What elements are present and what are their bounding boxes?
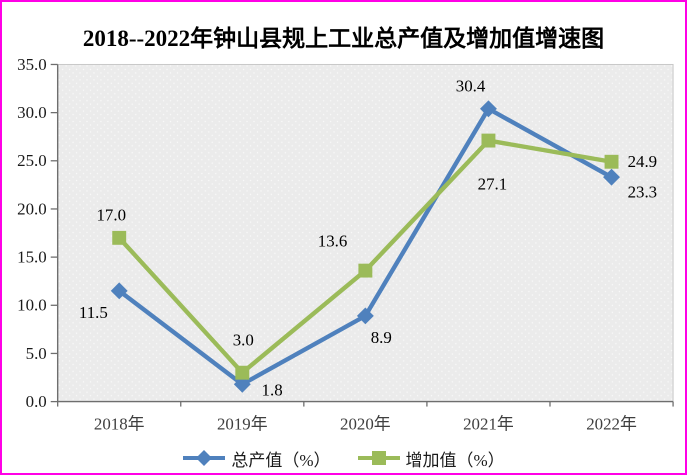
y-tick-label: 0.0 bbox=[26, 392, 47, 411]
x-axis-label: 2021年 bbox=[463, 414, 514, 433]
x-axis-label: 2018年 bbox=[94, 414, 145, 433]
diamond-marker-icon bbox=[183, 450, 226, 466]
data-point-label: 8.9 bbox=[371, 328, 392, 347]
data-point-label: 27.1 bbox=[478, 175, 508, 194]
legend: 总产值（%） 增加值（%） bbox=[2, 445, 685, 471]
y-tick-label: 35.0 bbox=[17, 55, 47, 74]
y-tick-label: 5.0 bbox=[26, 344, 47, 363]
data-point-label: 17.0 bbox=[96, 206, 126, 225]
legend-label-total-output: 总产值（%） bbox=[231, 450, 331, 470]
data-point-marker bbox=[235, 365, 250, 380]
data-point-marker bbox=[480, 100, 497, 118]
data-point-label: 3.0 bbox=[233, 330, 254, 349]
data-point-label: 23.3 bbox=[628, 183, 658, 202]
y-tick-label: 30.0 bbox=[17, 103, 47, 122]
y-tick-label: 20.0 bbox=[17, 199, 47, 218]
legend-item-total-output: 总产值（%） bbox=[182, 446, 331, 471]
y-tick-label: 10.0 bbox=[17, 296, 47, 315]
data-point-label: 11.5 bbox=[79, 303, 108, 322]
data-point-marker bbox=[604, 154, 619, 169]
x-axis-label: 2019年 bbox=[217, 414, 268, 433]
data-point-marker bbox=[358, 263, 373, 278]
square-marker-icon bbox=[357, 451, 400, 465]
x-axis-label: 2022年 bbox=[586, 414, 637, 433]
chart-title: 2018--2022年钟山县规上工业总产值及增加值增速图 bbox=[82, 26, 605, 51]
data-point-label: 24.9 bbox=[628, 152, 658, 171]
data-point-marker bbox=[112, 230, 127, 245]
legend-label-added-value: 增加值（%） bbox=[405, 450, 505, 470]
data-point-label: 13.6 bbox=[318, 231, 348, 250]
data-point-label: 30.4 bbox=[456, 76, 486, 95]
plot-area bbox=[57, 63, 674, 403]
y-tick-label: 25.0 bbox=[17, 151, 47, 170]
x-axis-label: 2020年 bbox=[340, 414, 391, 433]
data-point-label: 1.8 bbox=[262, 381, 283, 400]
data-point-marker bbox=[110, 282, 128, 300]
legend-item-added-value: 增加值（%） bbox=[357, 446, 505, 471]
y-tick-label: 15.0 bbox=[17, 248, 47, 267]
data-point-marker bbox=[481, 133, 496, 148]
